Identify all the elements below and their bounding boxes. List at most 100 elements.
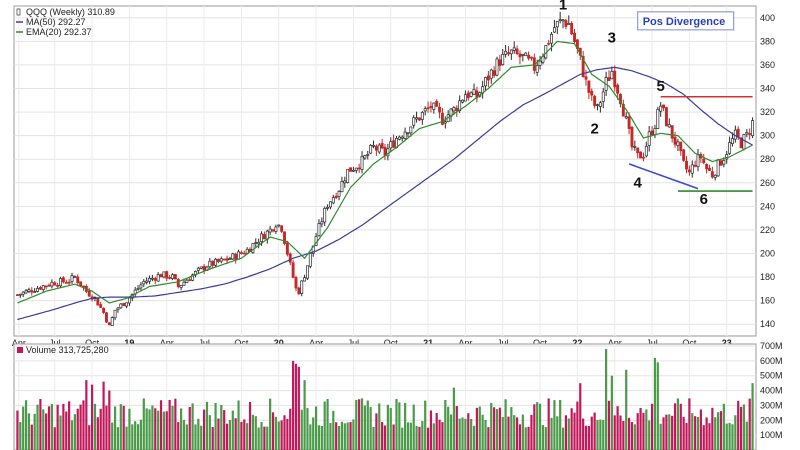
volume-bar <box>605 348 608 450</box>
candle-body <box>584 76 588 80</box>
volume-bar <box>22 406 25 450</box>
volume-bar <box>312 417 315 450</box>
volume-bar <box>610 375 613 450</box>
candle-body <box>179 285 183 288</box>
volume-bar <box>277 421 280 450</box>
volume-bar <box>751 383 754 450</box>
volume-bar <box>702 425 705 450</box>
candle-body <box>291 262 295 278</box>
volume-bar <box>154 408 157 450</box>
candle-body <box>728 142 732 154</box>
volume-bar <box>266 426 269 450</box>
candle-body <box>262 234 266 240</box>
candle-body <box>79 281 83 287</box>
volume-bar <box>303 380 306 450</box>
volume-bar <box>441 422 444 450</box>
volume-bar <box>406 422 410 450</box>
candle-body <box>38 287 42 290</box>
volume-bar <box>389 407 392 450</box>
candle-body <box>188 279 192 281</box>
volume-bar <box>42 409 45 450</box>
candle-body <box>486 75 490 81</box>
candle-body <box>271 229 275 232</box>
candle-body <box>573 32 576 43</box>
candle-body <box>748 133 752 135</box>
candle-body <box>452 107 456 112</box>
volume-bar <box>705 417 708 450</box>
volume-bar <box>329 423 332 450</box>
candle-body <box>590 90 594 96</box>
volume-bar <box>490 402 493 450</box>
candle-body <box>538 60 542 66</box>
volume-bar <box>518 424 522 450</box>
volume-bar <box>59 415 62 450</box>
candle-body <box>56 285 60 287</box>
volume-bar <box>409 422 412 450</box>
volume-y-tick-label: 600M <box>760 356 783 366</box>
volume-bar <box>593 412 596 450</box>
volume-bar <box>570 408 573 450</box>
volume-bar <box>343 423 346 450</box>
candle-body <box>211 260 215 266</box>
candle-body <box>122 302 126 307</box>
volume-bar <box>673 403 677 450</box>
candle-body <box>509 49 513 55</box>
volume-bar <box>728 422 731 450</box>
candle-body <box>619 93 622 105</box>
candle-body <box>535 65 539 73</box>
candle-body <box>116 307 120 311</box>
candle-body <box>461 99 464 103</box>
volume-bar <box>745 421 748 450</box>
volume-bar <box>254 416 257 450</box>
volume-bar <box>622 421 625 450</box>
volume-bar <box>300 409 303 450</box>
volume-bar <box>484 419 487 450</box>
volume-bar <box>102 381 105 450</box>
volume-bar <box>725 423 728 450</box>
volume-legend-swatch <box>17 347 23 353</box>
volume-bar <box>711 407 714 450</box>
candle-body <box>331 197 335 204</box>
candle-body <box>400 136 404 139</box>
price-y-tick-label: 160 <box>760 296 775 306</box>
volume-bar <box>541 425 545 450</box>
volume-bar <box>159 400 163 450</box>
volume-bar <box>297 366 300 450</box>
candle-body <box>616 84 620 94</box>
volume-bar <box>619 415 622 450</box>
candle-body <box>624 116 628 119</box>
volume-bar <box>659 423 662 450</box>
volume-bar <box>599 419 602 450</box>
volume-bar <box>360 398 364 450</box>
candle-body <box>521 53 525 56</box>
candle-body <box>440 112 444 125</box>
legend-candle-swatch <box>16 8 21 16</box>
candle-body <box>323 208 327 223</box>
candle-body <box>136 288 140 290</box>
volume-bar <box>45 413 48 450</box>
volume-bar <box>113 406 117 450</box>
volume-bar <box>708 423 711 450</box>
candle-body <box>656 108 660 129</box>
volume-bar <box>395 398 398 450</box>
volume-bar <box>93 403 97 450</box>
volume-bar <box>671 415 674 450</box>
volume-bar <box>478 406 481 450</box>
volume-bar <box>691 413 694 450</box>
volume-bar <box>286 418 289 450</box>
candle-body <box>346 168 350 183</box>
volume-bar <box>550 417 553 450</box>
x-tick-label: Oct <box>533 338 548 348</box>
candle-body <box>105 312 108 323</box>
candle-body <box>484 77 487 87</box>
volume-bar <box>47 406 51 450</box>
candle-body <box>59 278 62 287</box>
volume-bar <box>76 408 79 450</box>
volume-bar <box>214 403 217 450</box>
candle-body <box>397 136 401 140</box>
candle-body <box>222 258 226 261</box>
x-tick-label: Apr <box>458 338 472 348</box>
volume-bar <box>472 425 476 450</box>
price-y-tick-label: 320 <box>760 107 775 117</box>
candle-body <box>581 55 585 78</box>
